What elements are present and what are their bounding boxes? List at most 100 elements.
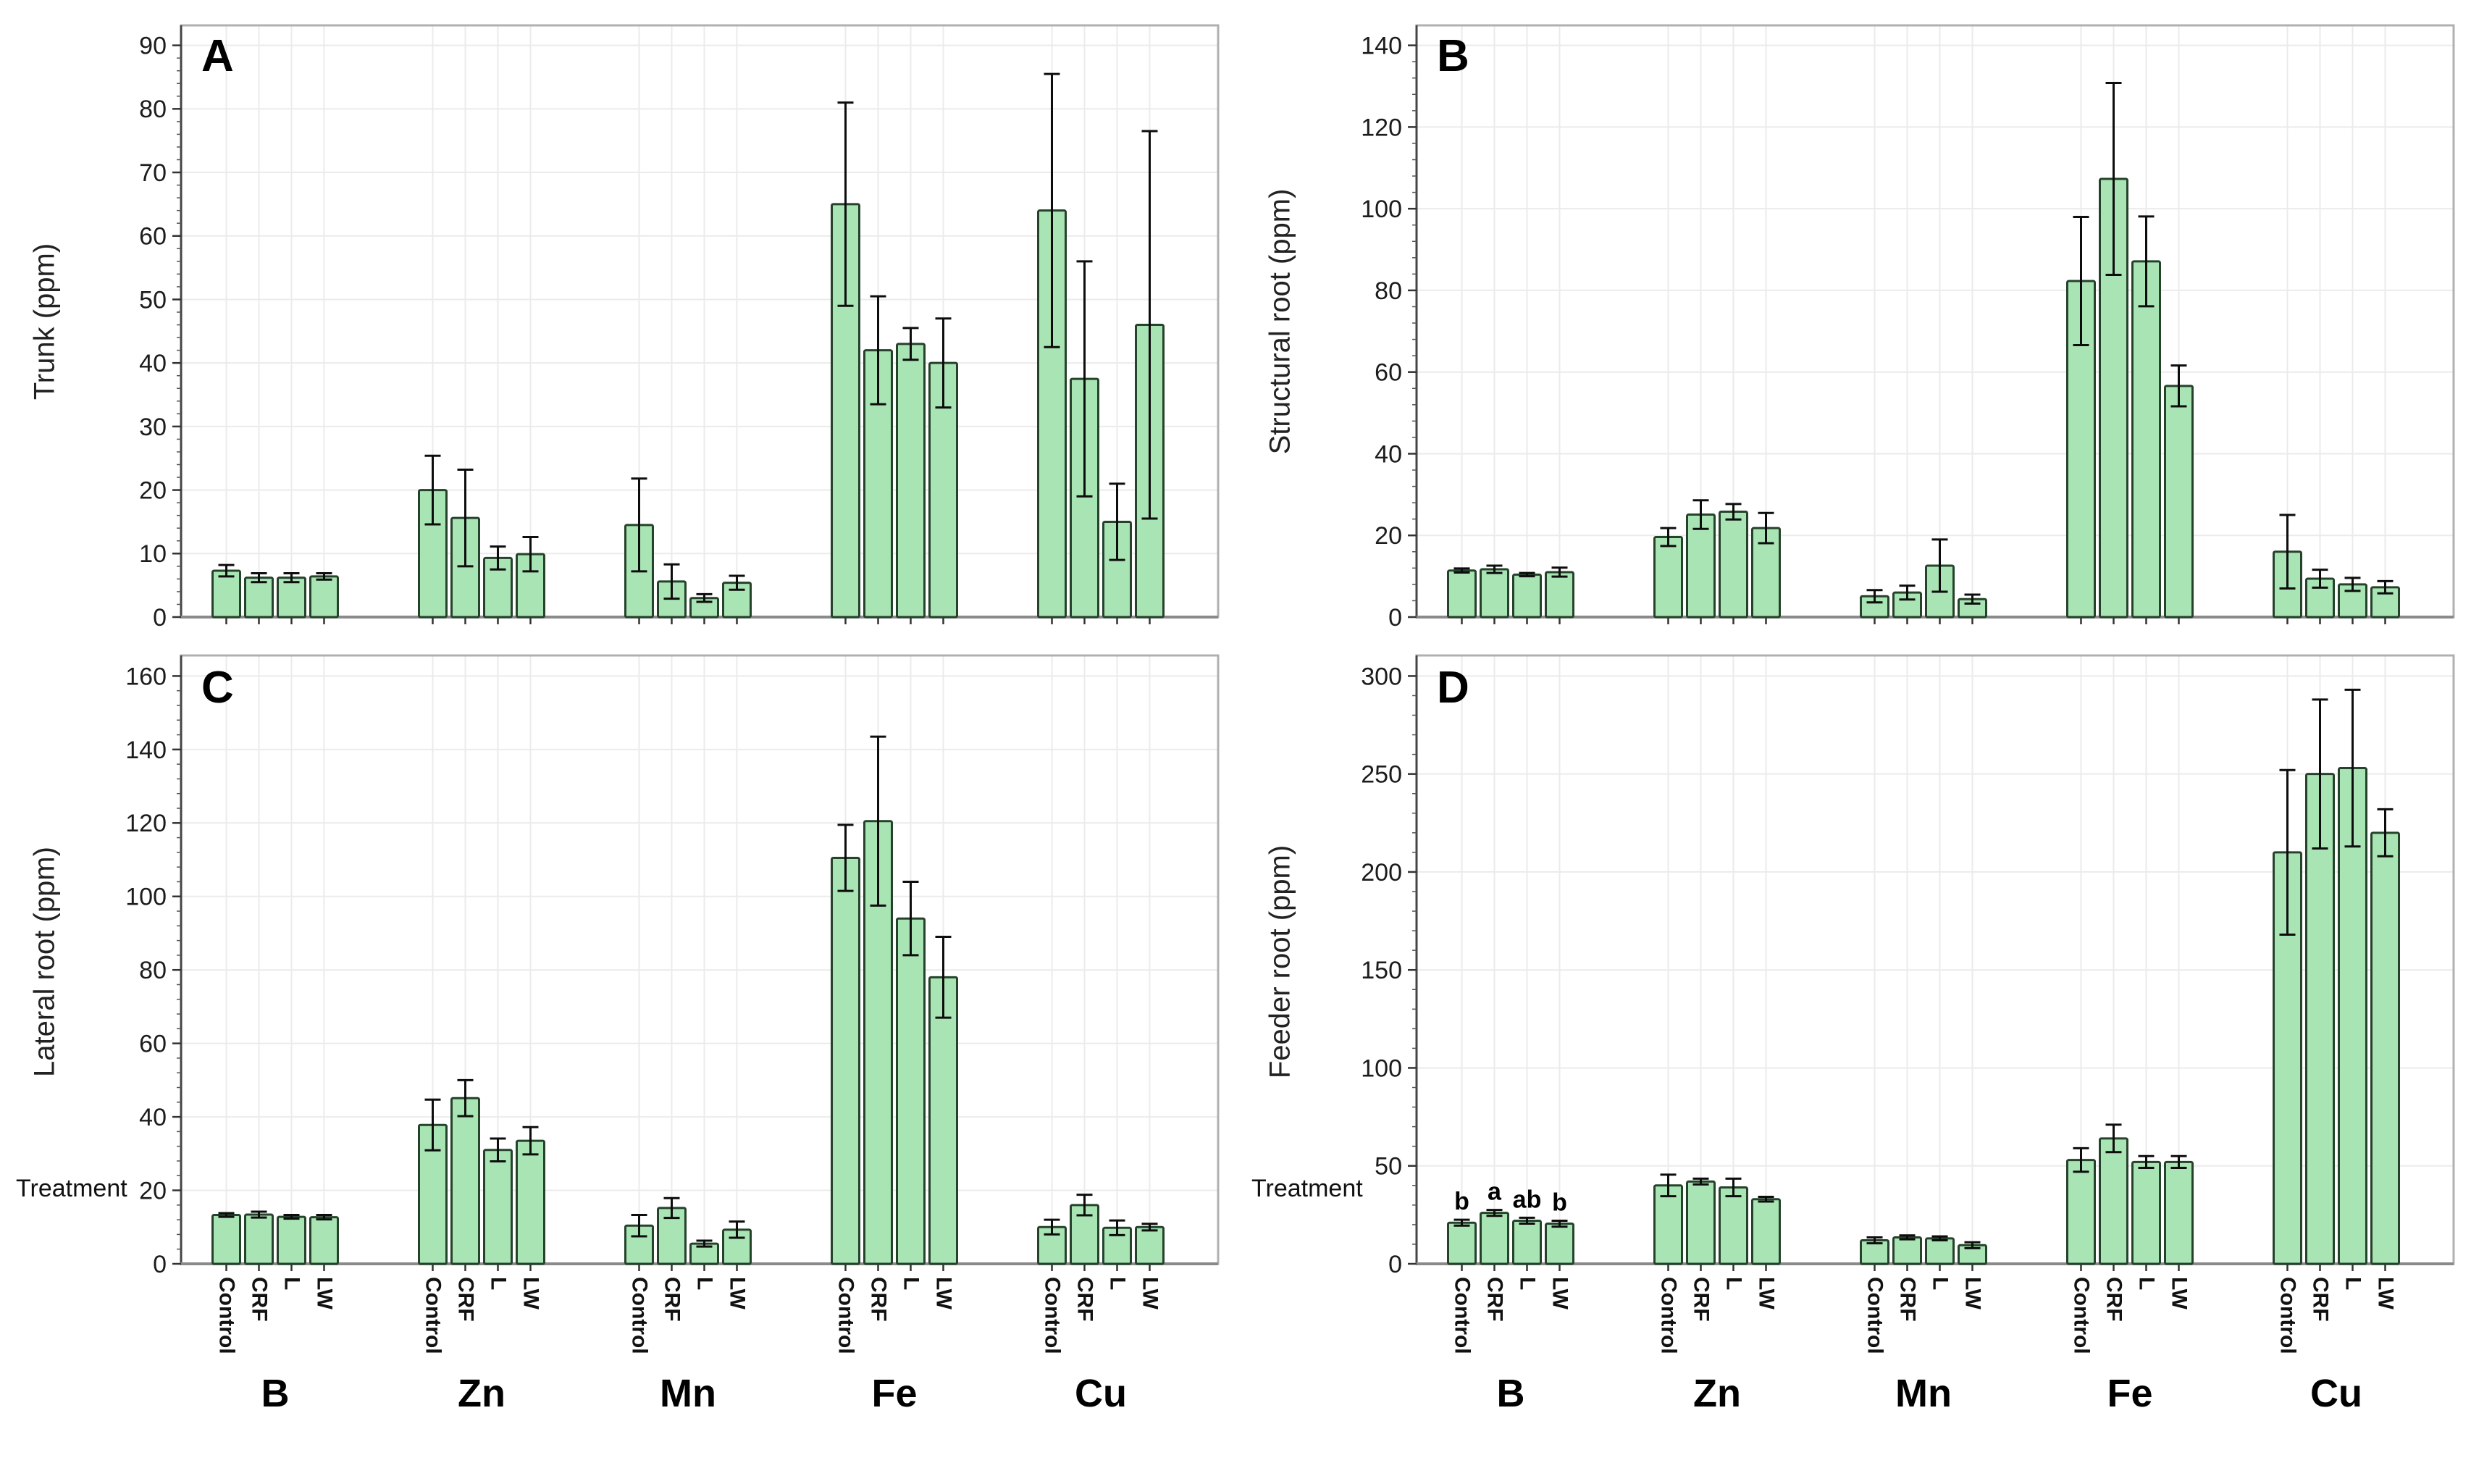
treatment-tick-label: CRF — [1896, 1277, 1920, 1322]
treatment-tick-label: CRF — [1073, 1277, 1097, 1322]
panel-b-structural-root: 0 20 40 60 80 100 120 140 Structural root (ppm)… — [1236, 0, 2471, 637]
treatment-tick-label: LW — [1548, 1277, 1572, 1310]
group-label: Zn — [1693, 1372, 1741, 1415]
treatment-tick-label: L — [1722, 1277, 1746, 1290]
bar-B-Control — [211, 1214, 241, 1265]
y-tick-label: 80 — [139, 96, 167, 123]
bar-Zn-L — [1719, 1186, 1748, 1265]
bar-B-L — [1512, 1219, 1542, 1265]
bar-Zn-L — [1719, 511, 1748, 619]
treatment-tick-label: L — [693, 1277, 717, 1290]
treatment-tick-label: Control — [2276, 1277, 2300, 1354]
treatment-tick-label: LW — [313, 1277, 337, 1310]
y-tick-label: 0 — [153, 1251, 167, 1278]
significance-letter: b — [1552, 1189, 1567, 1216]
treatment-tick-label: L — [899, 1277, 923, 1290]
y-tick-label: 150 — [1361, 957, 1402, 984]
treatment-tick-label: CRF — [454, 1277, 478, 1322]
y-tick-label: 90 — [139, 33, 167, 60]
bar-Mn-CRF — [1892, 1236, 1922, 1265]
chart-d-svg: 0 50 100 150 200 250 300 b Control a CRF ab Lb LW B Con… — [1361, 654, 2455, 1415]
panel-c-lateral-root: 0 20 40 60 80 100 120 140 160 Control CRF L LW B Contr… — [0, 637, 1236, 1484]
y-tick-label: 50 — [139, 286, 167, 314]
y-tick-label: 60 — [1375, 359, 1402, 387]
chart-c-svg: 0 20 40 60 80 100 120 140 160 Control CRF L LW B Contr… — [125, 654, 1220, 1415]
y-tick-label: 300 — [1361, 663, 1402, 690]
treatment-tick-label: Control — [1041, 1277, 1065, 1354]
bar-Fe-Control — [831, 856, 860, 1265]
treatment-tick-label: L — [487, 1277, 511, 1290]
bar-B-L — [277, 577, 306, 619]
treatment-tick-label: L — [1929, 1277, 1952, 1290]
y-tick-label: 250 — [1361, 761, 1402, 789]
treatment-tick-label: LW — [2168, 1277, 2191, 1310]
panel-a-letter: A — [201, 31, 235, 81]
y-tick-label: 10 — [139, 540, 167, 568]
panel-a-trunk: 0 10 20 30 40 50 60 70 80 90 Trunk (ppm) A — [0, 0, 1236, 637]
bar-Fe-L — [2131, 260, 2161, 619]
bar-Zn-Control — [1653, 535, 1683, 619]
y-tick-label: 0 — [1388, 604, 1402, 632]
panel-b-y-axis-title: Structural root (ppm) — [1264, 188, 1296, 455]
group-label: Cu — [2310, 1372, 2362, 1415]
group-label: B — [261, 1372, 290, 1415]
chart-b-svg: 0 20 40 60 80 100 120 140 — [1361, 24, 2455, 632]
plot-background — [181, 655, 1218, 1264]
treatment-tick-label: Control — [1657, 1277, 1681, 1354]
significance-letter: a — [1488, 1178, 1502, 1206]
treatment-tick-label: LW — [932, 1277, 956, 1310]
bar-Fe-L — [896, 343, 926, 619]
bar-Zn-CRF — [450, 1097, 480, 1265]
y-tick-label: 200 — [1361, 859, 1402, 886]
y-tick-label: 140 — [125, 737, 167, 764]
y-tick-label: 40 — [139, 350, 167, 377]
group-label: Mn — [660, 1372, 716, 1415]
panel-d-letter: D — [1437, 663, 1470, 713]
treatment-tick-label: LW — [2374, 1277, 2398, 1310]
group-label: B — [1497, 1372, 1525, 1415]
y-tick-label: 20 — [139, 477, 167, 504]
y-tick-label: 80 — [1375, 277, 1402, 305]
treatment-tick-label: Control — [1863, 1277, 1887, 1354]
bar-Fe-LW — [2164, 385, 2194, 619]
bar-Fe-CRF — [2099, 1137, 2128, 1265]
bar-Zn-LW — [1751, 1198, 1781, 1265]
treatment-tick-label: LW — [1755, 1277, 1779, 1310]
y-tick-label: 20 — [1375, 522, 1402, 550]
y-tick-label: 0 — [153, 604, 167, 632]
panel-c-y-axis-title: Lateral root (ppm) — [28, 847, 61, 1077]
bar-Cu-LW — [2370, 831, 2400, 1265]
treatment-tick-label: L — [2341, 1277, 2365, 1290]
y-tick-label: 100 — [1361, 1055, 1402, 1082]
bar-Cu-LW — [1135, 1225, 1165, 1265]
plot-background — [1417, 25, 2454, 617]
bar-Zn-CRF — [1686, 1180, 1716, 1265]
y-tick-label: 40 — [1375, 440, 1402, 468]
treatment-tick-label: L — [280, 1277, 304, 1290]
bar-B-LW — [1545, 571, 1574, 619]
treatment-tick-label: CRF — [2309, 1277, 2333, 1322]
y-tick-label: 50 — [1375, 1153, 1402, 1181]
bar-B-CRF — [1480, 568, 1509, 619]
group-label: Fe — [2107, 1372, 2152, 1415]
y-tick-label: 60 — [139, 1031, 167, 1058]
bar-Fe-LW — [2164, 1160, 2194, 1265]
y-tick-label: 100 — [125, 884, 167, 911]
y-tick-label: 80 — [139, 957, 167, 984]
treatment-tick-label: CRF — [2102, 1277, 2126, 1322]
significance-letter: ab — [1513, 1186, 1542, 1213]
bar-B-L — [277, 1215, 306, 1265]
y-tick-label: 160 — [125, 663, 167, 690]
y-tick-label: 120 — [125, 810, 167, 837]
group-label: Cu — [1075, 1372, 1127, 1415]
panel-b-letter: B — [1437, 31, 1470, 81]
panel-c-x-axis-title: Treatment — [16, 1175, 127, 1202]
treatment-tick-label: CRF — [660, 1277, 684, 1322]
bar-Zn-LW — [516, 1139, 545, 1265]
treatment-tick-label: CRF — [248, 1277, 272, 1322]
bar-B-CRF — [244, 577, 274, 619]
bar-Fe-L — [2131, 1160, 2161, 1265]
treatment-tick-label: LW — [1138, 1277, 1162, 1310]
y-tick-label: 60 — [139, 223, 167, 251]
